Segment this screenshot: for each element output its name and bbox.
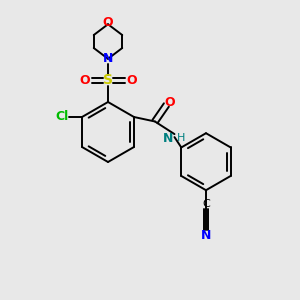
Text: O: O: [126, 74, 137, 87]
Text: O: O: [164, 95, 175, 109]
Text: O: O: [79, 74, 90, 87]
Text: S: S: [103, 74, 113, 87]
Text: N: N: [201, 229, 211, 242]
Text: H: H: [177, 133, 185, 143]
Text: N: N: [163, 132, 173, 145]
Text: N: N: [103, 52, 113, 65]
Text: C: C: [202, 199, 210, 209]
Text: Cl: Cl: [55, 110, 68, 124]
Text: O: O: [103, 16, 113, 29]
